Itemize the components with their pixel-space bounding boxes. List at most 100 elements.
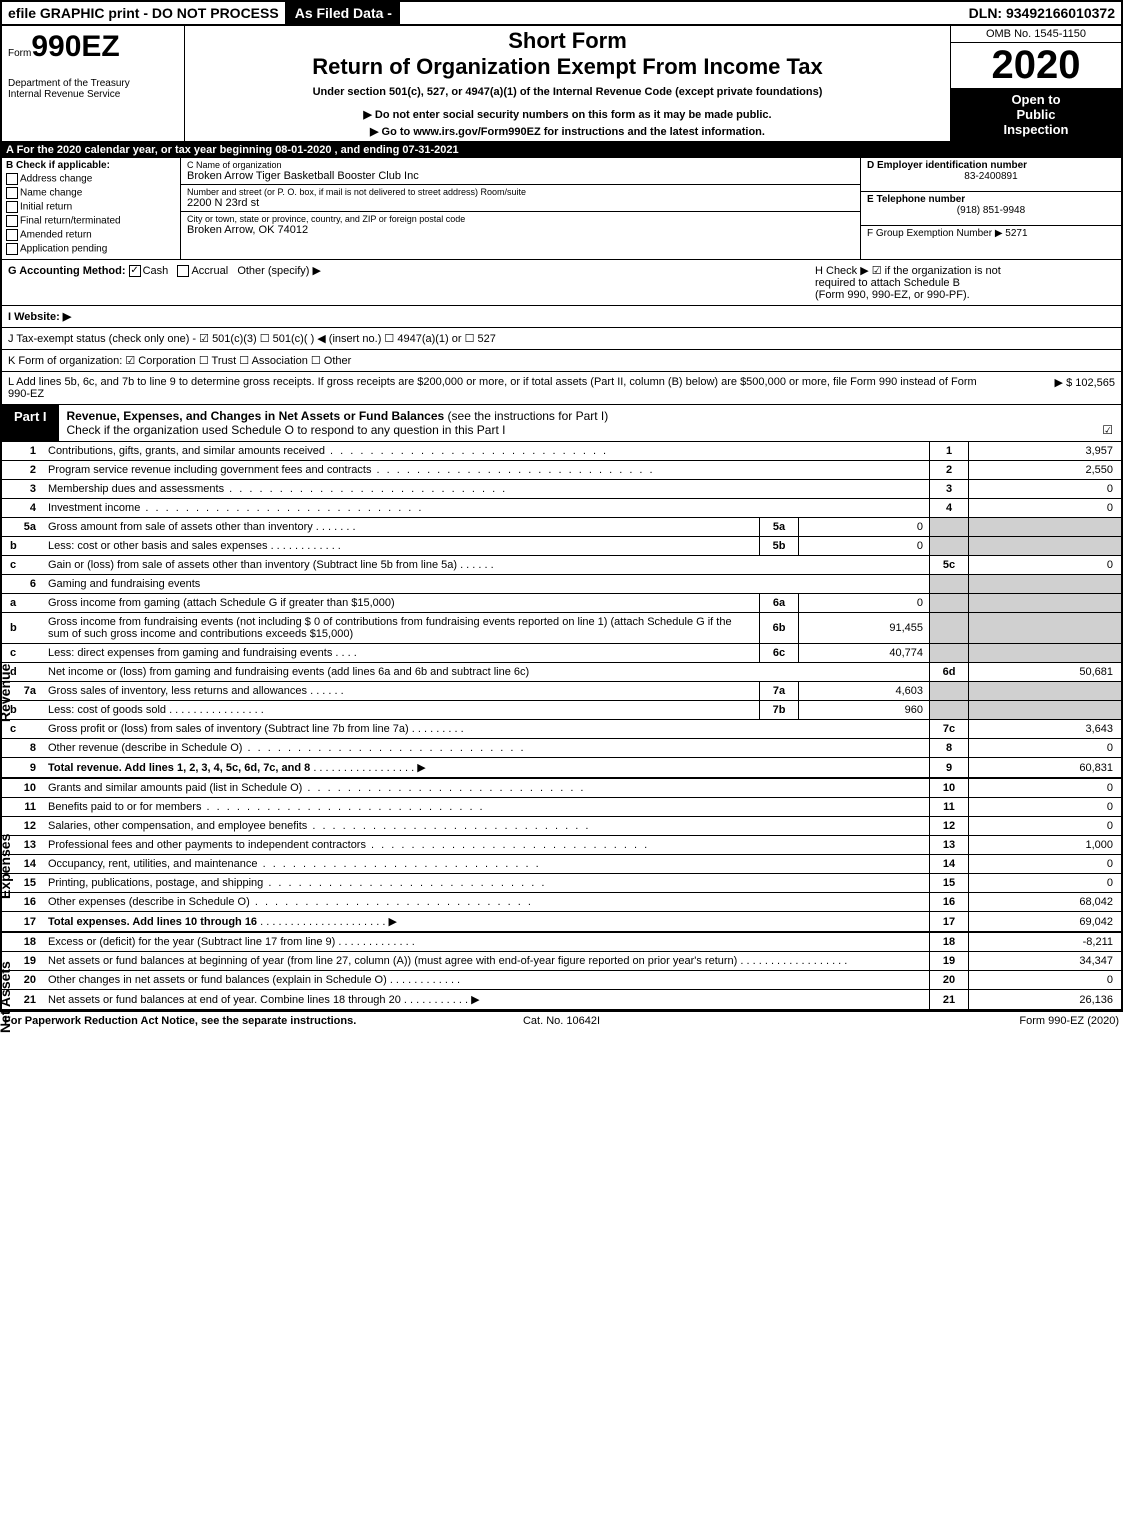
line-1-rnum: 1: [930, 442, 969, 461]
line-5a-desc: Gross amount from sale of assets other t…: [48, 521, 313, 533]
footer-right: Form 990-EZ (2020): [747, 1015, 1119, 1027]
part-i-title-text: Revenue, Expenses, and Changes in Net As…: [67, 409, 445, 423]
line-16-desc: Other expenses (describe in Schedule O): [48, 896, 250, 908]
line-6c-iv: 40,774: [799, 644, 930, 663]
line-7b-desc: Less: cost of goods sold: [48, 704, 166, 716]
line-10-num: 10: [1, 779, 44, 798]
section-bcdef: B Check if applicable: Address change Na…: [0, 158, 1123, 260]
top-bar-left: efile GRAPHIC print - DO NOT PROCESS As …: [2, 2, 963, 24]
line-5c: c Gain or (loss) from sale of assets oth…: [1, 556, 1122, 575]
omb-number: OMB No. 1545-1150: [951, 26, 1121, 43]
open-line-2: Public: [955, 107, 1117, 122]
line-6a-rval: [969, 594, 1123, 613]
line-17-num: 17: [1, 912, 44, 933]
line-8-desc: Other revenue (describe in Schedule O): [48, 742, 242, 754]
c-name: C Name of organization Broken Arrow Tige…: [181, 158, 860, 185]
h-line-2: required to attach Schedule B: [815, 277, 1115, 289]
line-7a-rnum: [930, 682, 969, 701]
line-4-rnum: 4: [930, 499, 969, 518]
open-line-3: Inspection: [955, 122, 1117, 137]
as-filed-label: As Filed Data -: [287, 2, 400, 24]
line-4-desc: Investment income: [48, 502, 140, 514]
row-l-gross-receipts: L Add lines 5b, 6c, and 7b to line 9 to …: [0, 372, 1123, 405]
line-10-rnum: 10: [930, 779, 969, 798]
j-text: J Tax-exempt status (check only one) - ☑…: [8, 333, 496, 345]
line-11-desc: Benefits paid to or for members: [48, 801, 201, 813]
line-9-rnum: 9: [930, 758, 969, 779]
line-18: 18 Excess or (deficit) for the year (Sub…: [1, 933, 1122, 952]
expenses-table: 10 Grants and similar amounts paid (list…: [0, 779, 1123, 933]
b-initial-return[interactable]: Initial return: [6, 201, 176, 213]
line-5a-rval: [969, 518, 1123, 537]
line-11: 11 Benefits paid to or for members 11 0: [1, 798, 1122, 817]
line-7a-rval: [969, 682, 1123, 701]
line-7c-rnum: 7c: [930, 720, 969, 739]
directive-ssn: ▶ Do not enter social security numbers o…: [191, 108, 944, 121]
directive-goto: ▶ Go to www.irs.gov/Form990EZ for instru…: [191, 125, 944, 138]
line-9: 9 Total revenue. Add lines 1, 2, 3, 4, 5…: [1, 758, 1122, 779]
b-final-return[interactable]: Final return/terminated: [6, 215, 176, 227]
line-6a-in: 6a: [760, 594, 799, 613]
line-7b-rnum: [930, 701, 969, 720]
footer-mid: Cat. No. 10642I: [376, 1015, 748, 1027]
line-2: 2 Program service revenue including gove…: [1, 461, 1122, 480]
row-gh: G Accounting Method: ✓Cash Accrual Other…: [0, 260, 1123, 306]
line-20-rnum: 20: [930, 971, 969, 990]
g-accrual-checkbox[interactable]: [177, 265, 189, 277]
line-13-desc: Professional fees and other payments to …: [48, 839, 366, 851]
g-other: Other (specify) ▶: [237, 265, 321, 277]
b-amended-return[interactable]: Amended return: [6, 229, 176, 241]
revenue-side-label: Revenue: [0, 664, 13, 722]
open-line-1: Open to: [955, 92, 1117, 107]
line-3-desc: Membership dues and assessments: [48, 483, 224, 495]
f-label: F Group Exemption Number ▶ 5271: [867, 228, 1115, 239]
h-check: H Check ▶ ☑ if the organization is not r…: [815, 264, 1115, 301]
line-4-rval: 0: [969, 499, 1123, 518]
g-label: G Accounting Method:: [8, 265, 126, 277]
line-15-desc: Printing, publications, postage, and shi…: [48, 877, 263, 889]
line-15: 15 Printing, publications, postage, and …: [1, 874, 1122, 893]
line-6c-rnum: [930, 644, 969, 663]
c-street-value: 2200 N 23rd st: [187, 197, 854, 209]
line-6d-desc: Net income or (loss) from gaming and fun…: [44, 663, 930, 682]
part-i-subtitle: (see the instructions for Part I): [448, 409, 609, 423]
line-6b-desc: Gross income from fundraising events (no…: [44, 613, 760, 644]
line-6b-iv: 91,455: [799, 613, 930, 644]
line-6a-rnum: [930, 594, 969, 613]
g-cash-checkbox[interactable]: ✓: [129, 265, 141, 277]
line-6a: a Gross income from gaming (attach Sched…: [1, 594, 1122, 613]
line-19-desc: Net assets or fund balances at beginning…: [48, 955, 737, 967]
line-5b-in: 5b: [760, 537, 799, 556]
line-8-rnum: 8: [930, 739, 969, 758]
line-6c-in: 6c: [760, 644, 799, 663]
line-17-rnum: 17: [930, 912, 969, 933]
footer-left: For Paperwork Reduction Act Notice, see …: [4, 1015, 376, 1027]
line-5b-iv: 0: [799, 537, 930, 556]
line-5a-iv: 0: [799, 518, 930, 537]
line-13: 13 Professional fees and other payments …: [1, 836, 1122, 855]
efile-label: efile GRAPHIC print - DO NOT PROCESS: [2, 2, 287, 24]
line-6b: b Gross income from fundraising events (…: [1, 613, 1122, 644]
form-prefix: Form: [8, 48, 31, 59]
header-left: Form990EZ Department of the Treasury Int…: [2, 26, 185, 141]
open-public: Open to Public Inspection: [951, 88, 1121, 141]
b-name-change[interactable]: Name change: [6, 187, 176, 199]
line-13-rnum: 13: [930, 836, 969, 855]
line-14-desc: Occupancy, rent, utilities, and maintena…: [48, 858, 258, 870]
g-cash: Cash: [143, 265, 169, 277]
under-section: Under section 501(c), 527, or 4947(a)(1)…: [191, 86, 944, 98]
line-5c-desc: Gain or (loss) from sale of assets other…: [48, 559, 457, 571]
b-application-pending[interactable]: Application pending: [6, 243, 176, 255]
f-group: F Group Exemption Number ▶ 5271: [861, 226, 1121, 259]
line-12-rnum: 12: [930, 817, 969, 836]
return-title: Return of Organization Exempt From Incom…: [191, 54, 944, 80]
b-address-change[interactable]: Address change: [6, 173, 176, 185]
part-i-check: Check if the organization used Schedule …: [67, 423, 506, 437]
line-15-rval: 0: [969, 874, 1123, 893]
line-7a-in: 7a: [760, 682, 799, 701]
line-16: 16 Other expenses (describe in Schedule …: [1, 893, 1122, 912]
c-name-label: C Name of organization: [187, 160, 854, 170]
dept-treasury: Department of the Treasury: [8, 78, 178, 89]
line-8-num: 8: [1, 739, 44, 758]
line-6d-rnum: 6d: [930, 663, 969, 682]
